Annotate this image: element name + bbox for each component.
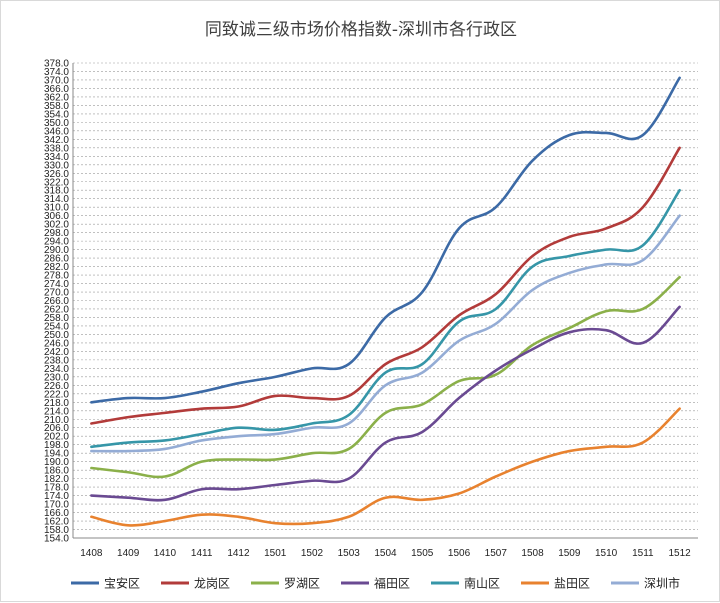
y-tick-label: 166.0 xyxy=(44,508,69,519)
legend: 宝安区 龙岗区 罗湖区 福田区 南山区 盐田区 深圳市 xyxy=(71,576,680,591)
y-tick-label: 282.0 xyxy=(44,262,69,273)
y-tick-label: 310.0 xyxy=(44,203,69,214)
series-line-3 xyxy=(90,275,681,479)
series-line-2 xyxy=(90,146,681,425)
y-tick-label: 298.0 xyxy=(44,228,69,239)
legend-label: 盐田区 xyxy=(554,577,590,591)
legend-label: 龙岗区 xyxy=(194,577,230,591)
y-tick-label: 186.0 xyxy=(44,466,69,477)
y-tick-label: 234.0 xyxy=(44,364,69,375)
y-tick-label: 334.0 xyxy=(44,152,69,163)
y-tick-label: 350.0 xyxy=(44,118,69,129)
x-tick-label: 1506 xyxy=(448,548,471,559)
series-line-7 xyxy=(90,214,681,453)
y-tick-label: 378.0 xyxy=(44,59,69,70)
y-tick-label: 174.0 xyxy=(44,491,69,502)
series-line-1 xyxy=(90,76,681,404)
y-tick-label: 278.0 xyxy=(44,271,69,282)
x-tick-label: 1503 xyxy=(338,548,361,559)
y-tick-label: 154.0 xyxy=(44,534,69,545)
x-axis-ticks: 1408 1409 1410 1411 1412 1501 1502 1503 1504 1505… xyxy=(80,548,691,559)
y-tick-label: 306.0 xyxy=(44,211,69,222)
y-tick-label: 162.0 xyxy=(44,517,69,528)
y-tick-label: 270.0 xyxy=(44,288,69,299)
y-axis-ticks: 154.0158.0162.0166.0170.0174.0178.0182.0… xyxy=(44,59,69,545)
x-tick-label: 1507 xyxy=(485,548,508,559)
y-tick-label: 346.0 xyxy=(44,126,69,137)
y-tick-label: 262.0 xyxy=(44,304,69,315)
y-tick-label: 250.0 xyxy=(44,330,69,341)
y-tick-label: 218.0 xyxy=(44,398,69,409)
y-tick-label: 318.0 xyxy=(44,186,69,197)
legend-label: 南山区 xyxy=(464,576,500,591)
series-line-5 xyxy=(90,188,681,449)
x-tick-label: 1512 xyxy=(668,548,691,559)
y-tick-label: 222.0 xyxy=(44,389,69,400)
y-tick-label: 286.0 xyxy=(44,254,69,265)
x-tick-label: 1505 xyxy=(411,548,434,559)
y-tick-label: 302.0 xyxy=(44,220,69,231)
y-tick-label: 294.0 xyxy=(44,237,69,248)
y-tick-label: 246.0 xyxy=(44,338,69,349)
legend-label: 深圳市 xyxy=(644,576,680,591)
legend-label: 福田区 xyxy=(374,576,410,591)
x-tick-label: 1408 xyxy=(80,548,103,559)
x-tick-label: 1511 xyxy=(632,548,654,559)
y-tick-label: 358.0 xyxy=(44,101,69,112)
y-tick-label: 274.0 xyxy=(44,279,69,290)
y-tick-label: 226.0 xyxy=(44,381,69,392)
x-tick-label: 1504 xyxy=(374,548,397,559)
y-tick-label: 238.0 xyxy=(44,355,69,366)
y-tick-label: 322.0 xyxy=(44,177,69,188)
legend-label: 宝安区 xyxy=(104,576,140,591)
y-tick-label: 290.0 xyxy=(44,245,69,256)
y-tick-label: 266.0 xyxy=(44,296,69,307)
series-lines xyxy=(90,76,681,527)
y-tick-label: 214.0 xyxy=(44,406,69,417)
series-line-4 xyxy=(90,305,681,502)
y-tick-label: 210.0 xyxy=(44,415,69,426)
y-tick-label: 198.0 xyxy=(44,440,69,451)
y-tick-label: 158.0 xyxy=(44,525,69,536)
y-tick-label: 170.0 xyxy=(44,500,69,511)
x-tick-label: 1509 xyxy=(558,548,581,559)
y-tick-label: 230.0 xyxy=(44,372,69,383)
x-tick-label: 1510 xyxy=(595,548,618,559)
y-tick-label: 362.0 xyxy=(44,92,69,103)
x-tick-label: 1412 xyxy=(227,548,250,559)
chart-title: 同致诚三级市场价格指数-深圳市各行政区 xyxy=(205,20,517,40)
y-tick-label: 190.0 xyxy=(44,457,69,468)
y-tick-label: 206.0 xyxy=(44,423,69,434)
y-tick-label: 370.0 xyxy=(44,75,69,86)
y-tick-label: 366.0 xyxy=(44,84,69,95)
x-tick-label: 1508 xyxy=(521,548,544,559)
x-tick-label: 1502 xyxy=(301,548,324,559)
x-tick-label: 1411 xyxy=(191,548,213,559)
y-tick-label: 342.0 xyxy=(44,135,69,146)
y-tick-label: 330.0 xyxy=(44,160,69,171)
y-tick-label: 314.0 xyxy=(44,194,69,205)
y-tick-label: 182.0 xyxy=(44,474,69,485)
y-tick-label: 338.0 xyxy=(44,143,69,154)
y-tick-label: 354.0 xyxy=(44,109,69,120)
y-tick-label: 258.0 xyxy=(44,313,69,324)
y-tick-label: 202.0 xyxy=(44,432,69,443)
y-tick-label: 374.0 xyxy=(44,67,69,78)
x-tick-label: 1501 xyxy=(264,548,287,559)
y-tick-label: 194.0 xyxy=(44,449,69,460)
legend-label: 罗湖区 xyxy=(284,576,320,591)
y-tick-label: 178.0 xyxy=(44,483,69,494)
series-line-6 xyxy=(90,407,681,527)
y-tick-label: 326.0 xyxy=(44,169,69,180)
x-tick-label: 1410 xyxy=(154,548,177,559)
y-tick-label: 254.0 xyxy=(44,321,69,332)
y-tick-label: 242.0 xyxy=(44,347,69,358)
x-tick-label: 1409 xyxy=(117,548,140,559)
